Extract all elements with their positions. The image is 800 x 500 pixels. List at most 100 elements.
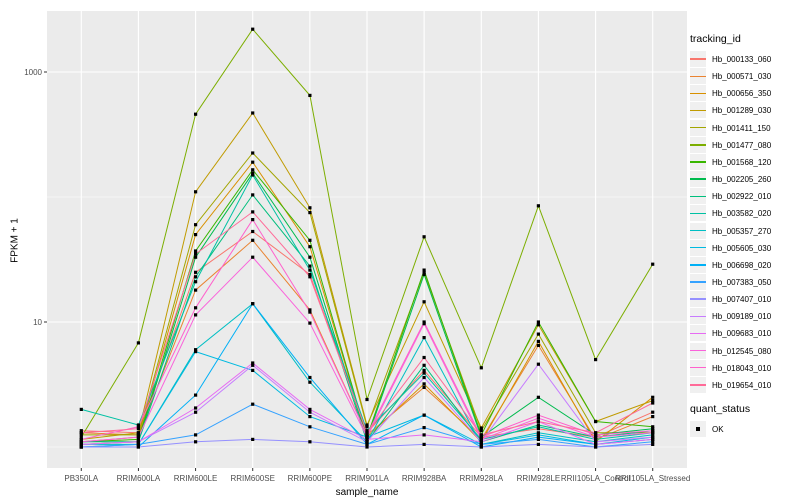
data-point bbox=[594, 433, 598, 437]
point-marker-icon bbox=[696, 427, 700, 431]
legend-key-box bbox=[690, 291, 706, 308]
data-point bbox=[79, 407, 83, 411]
legend-label: Hb_002205_260 bbox=[712, 175, 772, 185]
data-point bbox=[479, 433, 483, 437]
legend-key-box bbox=[690, 376, 706, 393]
data-point bbox=[308, 255, 312, 259]
data-point bbox=[194, 275, 198, 279]
data-point bbox=[136, 425, 140, 429]
data-point bbox=[536, 431, 540, 435]
legend-key-box bbox=[690, 68, 706, 85]
data-point bbox=[251, 171, 255, 175]
legend-line-swatch bbox=[690, 229, 706, 232]
data-point bbox=[308, 93, 312, 97]
data-point bbox=[251, 229, 255, 234]
data-point bbox=[79, 433, 83, 437]
data-point bbox=[251, 218, 255, 222]
data-point bbox=[308, 321, 312, 325]
legend-label: Hb_019654_010 bbox=[712, 380, 772, 390]
legend-key-box bbox=[690, 119, 706, 136]
x-tick-label-RRII105LA_Stressed: RRII105LA_Stressed bbox=[615, 474, 691, 483]
data-point bbox=[651, 440, 655, 444]
legend-line-swatch bbox=[690, 58, 706, 60]
data-point bbox=[308, 272, 312, 277]
legend-line-swatch bbox=[690, 384, 706, 386]
data-point bbox=[194, 440, 198, 444]
data-point bbox=[594, 442, 598, 446]
legend-label: Hb_001289_030 bbox=[712, 106, 772, 116]
data-point bbox=[194, 410, 198, 414]
data-point bbox=[365, 445, 369, 449]
legend-key-box bbox=[690, 256, 706, 273]
data-point bbox=[422, 268, 426, 272]
data-point bbox=[194, 406, 198, 410]
data-point bbox=[422, 272, 426, 277]
data-point bbox=[194, 348, 198, 352]
data-point bbox=[136, 442, 140, 446]
data-point bbox=[136, 431, 140, 435]
data-point bbox=[365, 433, 369, 437]
x-tick-label-RRII105LA_Control: RRII105LA_Control bbox=[560, 474, 631, 483]
legend-line-swatch bbox=[690, 144, 706, 146]
legend-label: Hb_012545_080 bbox=[712, 346, 772, 356]
data-point bbox=[308, 380, 312, 384]
data-point bbox=[251, 363, 255, 367]
data-point bbox=[365, 423, 369, 427]
data-point bbox=[422, 382, 426, 386]
legend-label: OK bbox=[712, 425, 724, 434]
x-tick-label-RRIM600LA: RRIM600LA bbox=[116, 474, 161, 483]
data-point bbox=[251, 111, 255, 115]
data-point bbox=[308, 425, 312, 429]
data-point bbox=[651, 410, 655, 414]
legend-line-swatch bbox=[690, 212, 706, 215]
x-tick-label-RRIM600SE: RRIM600SE bbox=[230, 474, 275, 483]
legend-label: Hb_001568_120 bbox=[712, 157, 772, 167]
data-point bbox=[479, 440, 483, 444]
legend-key-box bbox=[690, 308, 706, 325]
data-point bbox=[194, 313, 198, 317]
data-point bbox=[536, 419, 540, 424]
data-point bbox=[308, 268, 312, 272]
data-point bbox=[594, 358, 598, 362]
data-point bbox=[536, 204, 540, 208]
data-point bbox=[251, 160, 255, 164]
data-point bbox=[536, 395, 540, 399]
data-point bbox=[651, 415, 655, 419]
data-point bbox=[194, 306, 198, 310]
data-point bbox=[194, 190, 198, 194]
data-point bbox=[308, 264, 312, 268]
x-tick-label-RRIM928LE: RRIM928LE bbox=[516, 474, 561, 483]
legend-key-box bbox=[690, 325, 706, 342]
legend-key-box bbox=[690, 359, 706, 376]
data-point bbox=[536, 339, 540, 343]
legend-title-tracking-id: tracking_id bbox=[690, 33, 741, 45]
data-point bbox=[308, 410, 312, 414]
legend-line-swatch bbox=[690, 332, 706, 335]
data-point bbox=[136, 445, 140, 449]
data-point bbox=[479, 435, 483, 439]
data-point bbox=[536, 423, 540, 427]
data-point bbox=[536, 425, 540, 429]
data-point bbox=[136, 433, 140, 437]
legend-key-box bbox=[690, 136, 706, 153]
legend-key-box bbox=[690, 171, 706, 188]
data-point bbox=[251, 238, 255, 242]
legend-label: Hb_005357_270 bbox=[712, 226, 772, 236]
data-point bbox=[479, 426, 483, 430]
data-point bbox=[651, 425, 655, 429]
data-point bbox=[136, 423, 140, 427]
data-point bbox=[651, 401, 655, 405]
data-point bbox=[651, 431, 655, 435]
data-point bbox=[536, 323, 540, 327]
data-point bbox=[651, 437, 655, 441]
legend-key-box bbox=[690, 85, 706, 102]
legend-label: Hb_001411_150 bbox=[712, 123, 771, 133]
legend-key-box bbox=[690, 188, 706, 205]
data-point bbox=[365, 397, 369, 402]
data-point bbox=[651, 395, 655, 399]
data-point bbox=[194, 393, 198, 397]
data-point bbox=[251, 437, 255, 441]
data-point bbox=[536, 362, 540, 366]
data-point bbox=[308, 245, 312, 249]
